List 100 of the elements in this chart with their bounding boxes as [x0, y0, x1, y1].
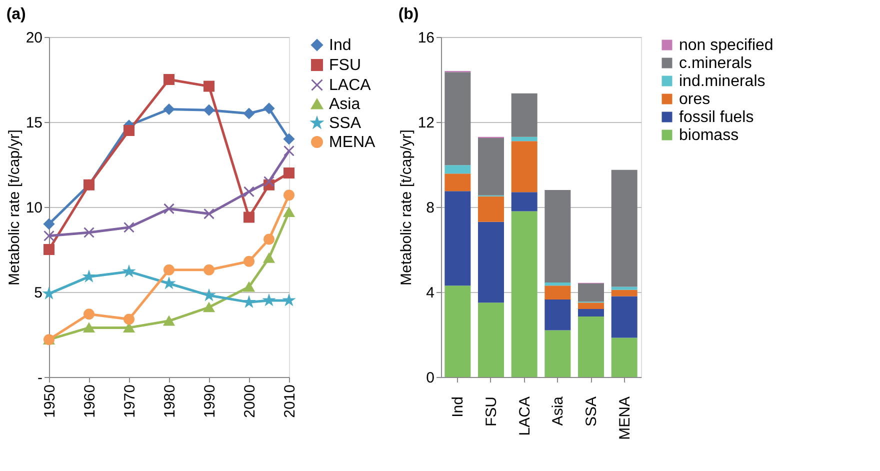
bar	[578, 284, 604, 302]
legend-label: SSA	[329, 115, 362, 132]
bar	[544, 286, 571, 300]
y-tick-label: 5	[34, 284, 42, 302]
point	[264, 176, 274, 187]
bar	[511, 211, 538, 377]
point	[244, 108, 254, 119]
y-tick-label: 8	[426, 200, 434, 216]
point	[44, 288, 54, 298]
point	[284, 134, 294, 144]
point	[264, 234, 274, 245]
point	[204, 264, 214, 276]
bar	[444, 165, 471, 174]
legend-label: Asia	[329, 96, 360, 113]
point	[284, 190, 294, 201]
bar	[478, 138, 504, 196]
x-tick-label: 2000	[242, 384, 258, 418]
bar	[578, 316, 604, 377]
bar	[478, 222, 504, 303]
x-tick-label: FSU	[483, 396, 500, 426]
point	[164, 278, 174, 288]
bar	[544, 282, 571, 286]
bar	[611, 290, 638, 296]
legend-label: LACA	[329, 77, 372, 94]
legend-label: c.minerals	[679, 55, 752, 72]
point	[44, 218, 54, 230]
x-tick-label: 2010	[282, 384, 298, 418]
x-tick-label: 1960	[82, 384, 98, 418]
bar	[511, 93, 538, 137]
point	[124, 266, 134, 276]
bar	[544, 330, 571, 377]
bar	[611, 296, 638, 338]
point	[44, 244, 54, 255]
y-tick-label: 16	[418, 30, 434, 46]
chart-title: (a)	[6, 6, 26, 23]
bar	[611, 286, 638, 290]
bar	[611, 338, 638, 377]
legend-label: fossil fuels	[679, 109, 754, 126]
point	[204, 80, 214, 92]
point	[284, 145, 294, 156]
point	[264, 102, 274, 114]
y-axis-title: Metabolic rate [t/cap/yr]	[6, 130, 23, 286]
x-tick-label: 1970	[122, 384, 138, 418]
bar	[511, 136, 538, 142]
bar	[444, 191, 471, 286]
y-tick-label: 10	[26, 200, 42, 216]
point	[204, 208, 214, 220]
bar	[544, 299, 571, 330]
point	[164, 264, 174, 276]
point	[264, 253, 274, 263]
x-tick-label: 1990	[202, 384, 218, 418]
point	[164, 104, 174, 115]
bar	[544, 190, 571, 282]
point	[284, 295, 294, 306]
y-axis-title: Metabolic rate [t/cap/yr]	[398, 130, 415, 286]
point	[244, 212, 254, 223]
legend-label: biomass	[679, 127, 739, 144]
point	[124, 222, 134, 233]
point	[204, 104, 214, 116]
bar	[478, 196, 504, 222]
point	[244, 282, 254, 292]
x-tick-label: 1980	[162, 384, 178, 418]
bar	[478, 302, 504, 377]
bar	[511, 192, 538, 212]
x-tick-label: SSA	[583, 396, 600, 427]
bar	[444, 286, 471, 377]
legend-label: non specified	[679, 37, 774, 54]
point	[284, 207, 294, 217]
point	[164, 203, 174, 214]
y-tick-label: 12	[418, 114, 434, 132]
point	[244, 256, 254, 267]
chart-title: (b)	[398, 6, 419, 23]
x-tick-label: LACA	[516, 396, 534, 436]
point	[44, 230, 54, 242]
legend-label: FSU	[329, 57, 361, 74]
point	[204, 290, 214, 300]
bar	[578, 309, 604, 316]
x-tick-label: Asia	[550, 396, 567, 426]
x-tick-label: MENA	[616, 396, 634, 440]
point	[84, 308, 94, 320]
point	[164, 316, 174, 326]
legend-label: Ind	[329, 37, 352, 54]
y-tick-label: 0	[426, 370, 434, 386]
legend-label: ores	[679, 91, 710, 108]
point	[84, 271, 94, 282]
bar	[511, 141, 538, 192]
x-tick-label: 1950	[42, 384, 58, 418]
y-tick-label: -	[38, 370, 42, 386]
y-tick-label: 20	[26, 30, 42, 46]
point	[264, 295, 274, 306]
point	[244, 296, 254, 307]
point	[284, 168, 294, 178]
legend-label: MENA	[329, 134, 376, 151]
bar	[611, 170, 638, 287]
point	[204, 302, 214, 312]
point	[124, 125, 134, 136]
bar	[578, 302, 604, 309]
point	[164, 74, 174, 85]
y-tick-label: 4	[426, 284, 434, 302]
point	[84, 227, 94, 238]
